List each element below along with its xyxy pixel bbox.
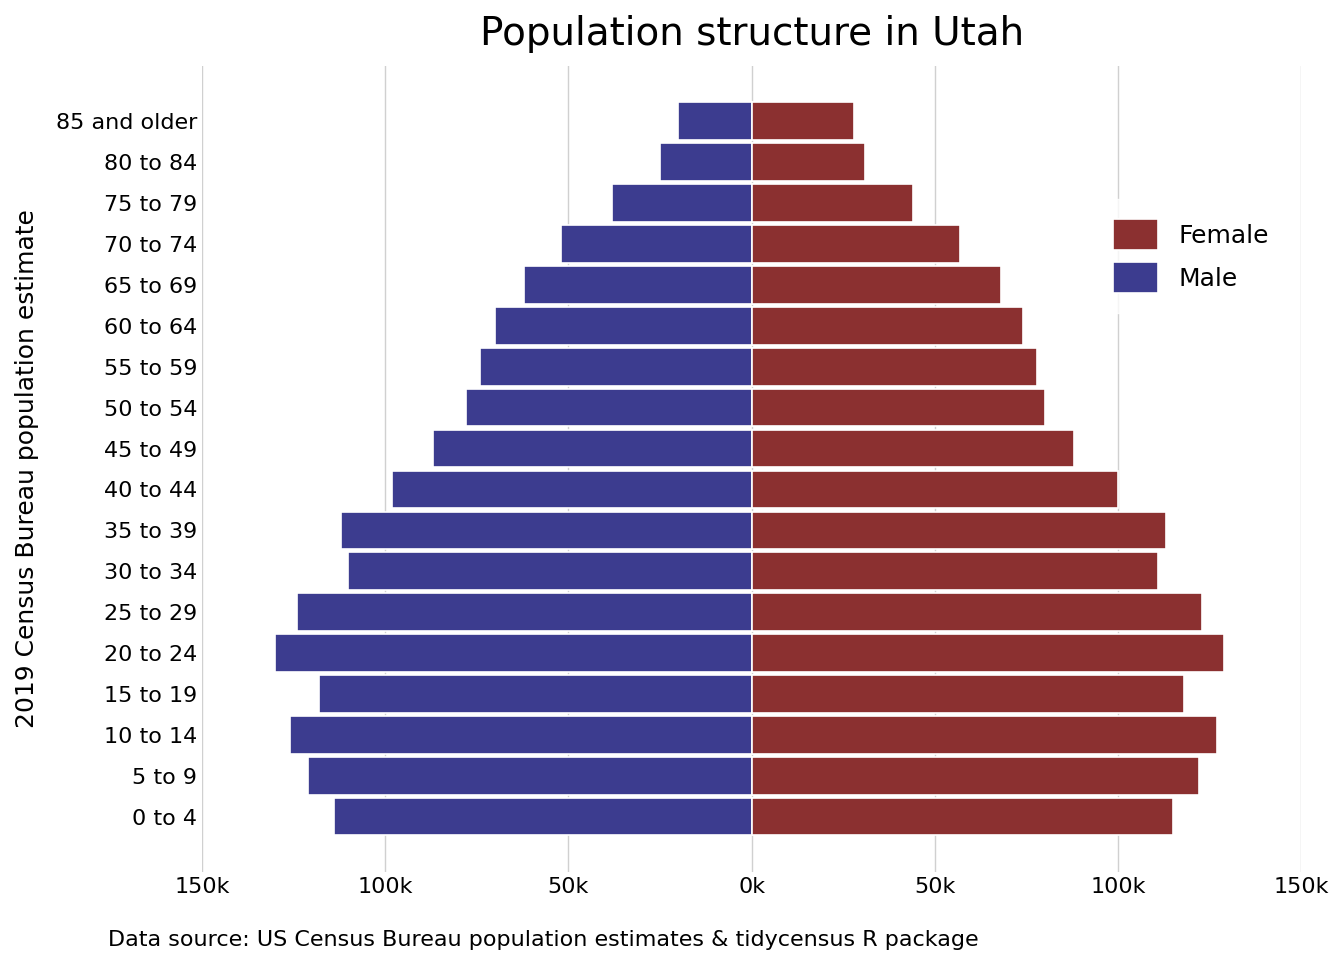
Bar: [660, 143, 751, 181]
Bar: [392, 470, 751, 508]
Bar: [613, 184, 751, 222]
Bar: [751, 716, 1216, 754]
Bar: [679, 103, 751, 140]
Bar: [751, 675, 1184, 712]
Bar: [751, 307, 1023, 345]
Bar: [524, 266, 751, 303]
Text: Data source: US Census Bureau population estimates & tidycensus R package: Data source: US Census Bureau population…: [108, 930, 978, 950]
Bar: [751, 756, 1199, 795]
Bar: [751, 348, 1038, 386]
Bar: [751, 798, 1173, 835]
Bar: [751, 430, 1074, 468]
Bar: [348, 552, 751, 590]
Bar: [751, 266, 1001, 303]
Bar: [466, 389, 751, 426]
Bar: [480, 348, 751, 386]
Bar: [751, 226, 961, 263]
Bar: [751, 143, 866, 181]
Bar: [308, 756, 751, 795]
Bar: [560, 226, 751, 263]
Bar: [290, 716, 751, 754]
Bar: [276, 635, 751, 672]
Bar: [433, 430, 751, 468]
Bar: [495, 307, 751, 345]
Bar: [751, 593, 1203, 631]
Bar: [341, 512, 751, 549]
Bar: [297, 593, 751, 631]
Y-axis label: 2019 Census Bureau population estimate: 2019 Census Bureau population estimate: [15, 209, 39, 729]
Bar: [751, 103, 855, 140]
Bar: [751, 512, 1165, 549]
Bar: [751, 635, 1224, 672]
Title: Population structure in Utah: Population structure in Utah: [480, 15, 1024, 53]
Bar: [751, 184, 913, 222]
Legend: Female, Male: Female, Male: [1093, 200, 1289, 313]
Bar: [751, 470, 1118, 508]
Bar: [319, 675, 751, 712]
Bar: [333, 798, 751, 835]
Bar: [751, 552, 1159, 590]
Bar: [751, 389, 1044, 426]
